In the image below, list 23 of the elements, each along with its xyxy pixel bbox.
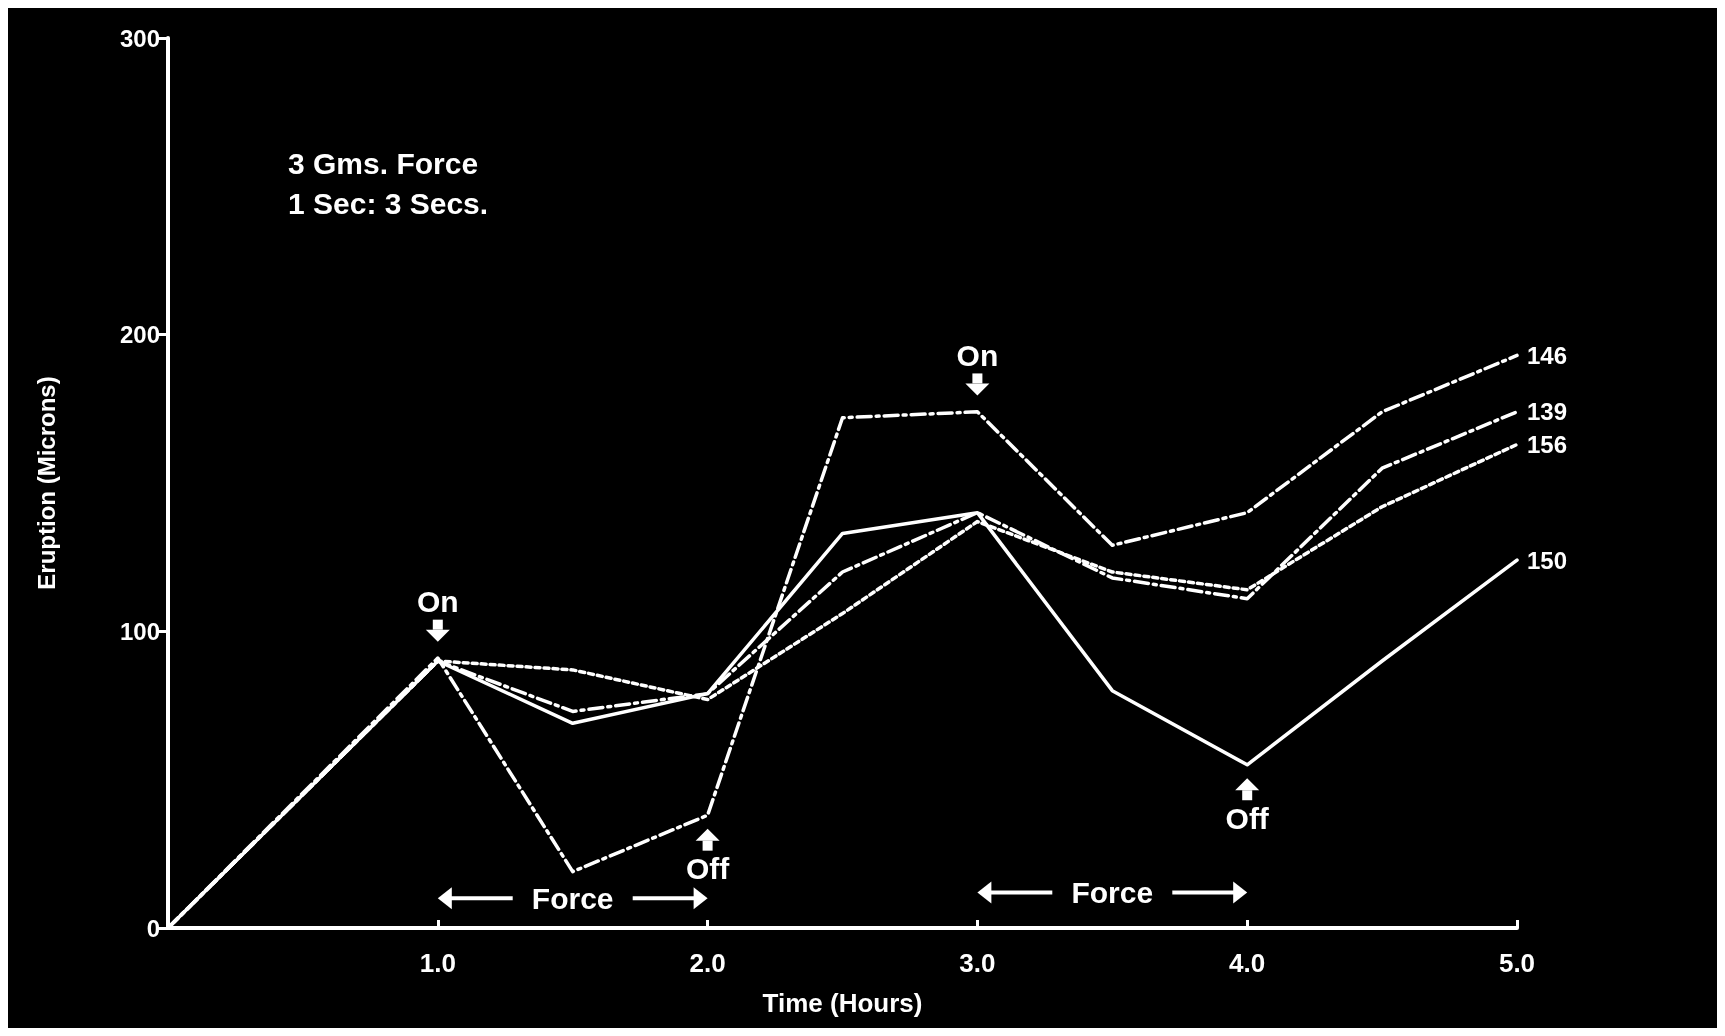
x-axis-title: Time (Hours) bbox=[762, 988, 923, 1018]
annotation: On bbox=[416, 585, 459, 619]
x-tick-label: 4.0 bbox=[1229, 948, 1266, 978]
series-label: 156 bbox=[1527, 430, 1568, 458]
series-label: 150 bbox=[1527, 546, 1568, 574]
series-label: 139 bbox=[1527, 398, 1568, 426]
annotation: Force bbox=[1071, 875, 1154, 909]
annotation: Off bbox=[685, 852, 731, 886]
y-tick-label: 300 bbox=[119, 24, 160, 52]
x-tick-label: 3.0 bbox=[959, 948, 996, 978]
y-axis-title: Eruption (Microns) bbox=[32, 376, 60, 590]
x-tick-label: 1.0 bbox=[419, 948, 456, 978]
x-tick-label: 2.0 bbox=[689, 948, 726, 978]
series-label: 146 bbox=[1527, 341, 1568, 369]
x-tick-label: 5.0 bbox=[1498, 948, 1536, 978]
annotation: Force bbox=[531, 881, 614, 915]
y-tick-label: 100 bbox=[119, 617, 160, 645]
annotation: 3 Gms. Force bbox=[288, 146, 479, 180]
y-tick-label: 0 bbox=[146, 914, 160, 942]
annotation: Off bbox=[1225, 801, 1270, 835]
annotation: 1 Sec: 3 Secs. bbox=[288, 186, 489, 220]
y-tick-label: 200 bbox=[119, 321, 160, 349]
annotation: On bbox=[956, 338, 999, 372]
